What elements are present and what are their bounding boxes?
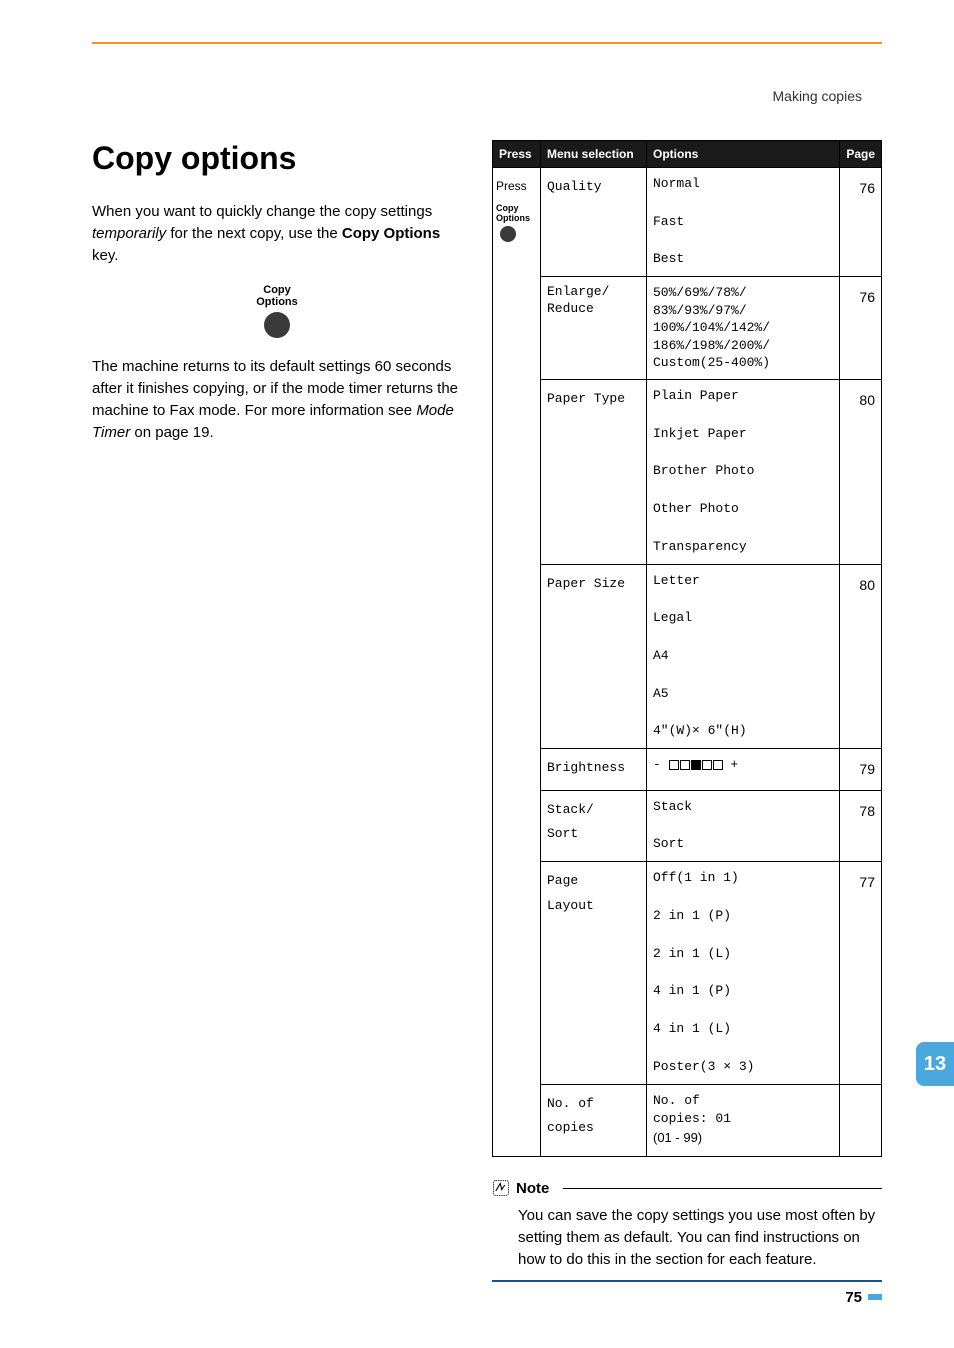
page-cell: 79 xyxy=(840,749,882,791)
intro1-text-d: Copy Options xyxy=(342,225,440,242)
options-cell: Stack Sort xyxy=(647,790,840,862)
table-row: Page LayoutOff(1 in 1) 2 in 1 (P) 2 in 1… xyxy=(493,862,882,1084)
table-row: Brightness - + 79 xyxy=(493,749,882,791)
menu-cell: Stack/ Sort xyxy=(541,790,647,862)
page-cell xyxy=(840,1084,882,1157)
options-cell: No. of copies: 01 (01 - 99) xyxy=(647,1084,840,1157)
menu-cell: Quality xyxy=(541,168,647,277)
options-mono-text: No. of copies: 01 xyxy=(653,1093,731,1127)
brightness-squares xyxy=(669,760,723,770)
page-tick xyxy=(868,1294,882,1300)
page-cell: 76 xyxy=(840,168,882,277)
content-columns: Copy options When you want to quickly ch… xyxy=(92,140,882,1282)
copy-options-key-graphic: Copy Options xyxy=(92,284,462,338)
table-body: PressCopyOptionsQualityNormal Fast Best7… xyxy=(493,168,882,1157)
page-cell: 76 xyxy=(840,277,882,380)
options-cell: 50%/69%/78%/ 83%/93%/97%/ 100%/104%/142%… xyxy=(647,277,840,380)
right-column: Press Menu selection Options Page Press C… xyxy=(492,140,882,1282)
note-header: Note xyxy=(492,1179,882,1197)
th-options: Options xyxy=(647,141,840,168)
table-header-row: Press Menu selection Options Page xyxy=(493,141,882,168)
key-label-l1: Copy xyxy=(263,284,291,296)
table-row: No. of copiesNo. of copies: 01 (01 - 99) xyxy=(493,1084,882,1157)
options-cell: Normal Fast Best xyxy=(647,168,840,277)
intro-paragraph-2: The machine returns to its default setti… xyxy=(92,356,462,443)
top-rule xyxy=(92,42,882,44)
menu-cell: Paper Type xyxy=(541,379,647,564)
intro1-text-e: key. xyxy=(92,247,118,264)
note-body: You can save the copy settings you use m… xyxy=(492,1199,882,1280)
note-header-line xyxy=(563,1188,882,1189)
note-icon xyxy=(492,1179,510,1197)
table-row: Enlarge/ Reduce50%/69%/78%/ 83%/93%/97%/… xyxy=(493,277,882,380)
key-label: Copy Options xyxy=(92,284,462,308)
intro1-text-a: When you want to quickly change the copy… xyxy=(92,203,432,220)
page-cell: 78 xyxy=(840,790,882,862)
chapter-tab: 13 xyxy=(916,1042,954,1086)
note-title: Note xyxy=(516,1180,549,1197)
options-cell: Plain Paper Inkjet Paper Brother Photo O… xyxy=(647,379,840,564)
options-table: Press Menu selection Options Page Press C… xyxy=(492,140,882,1157)
menu-cell: Paper Size xyxy=(541,564,647,749)
press-key-circle-icon xyxy=(500,226,516,242)
menu-cell: No. of copies xyxy=(541,1084,647,1157)
table-row: Paper SizeLetter Legal A4 A5 4"(W)× 6"(H… xyxy=(493,564,882,749)
intro-paragraph-1: When you want to quickly change the copy… xyxy=(92,201,462,266)
running-header: Making copies xyxy=(773,88,863,104)
key-label-l2: Options xyxy=(256,296,298,308)
menu-cell: Brightness xyxy=(541,749,647,791)
menu-cell: Enlarge/ Reduce xyxy=(541,277,647,380)
intro1-text-b: temporarily xyxy=(92,225,166,242)
page-cell: 77 xyxy=(840,862,882,1084)
options-cell: - + xyxy=(647,749,840,791)
press-label: Press xyxy=(496,175,537,198)
table-row: Stack/ SortStack Sort78 xyxy=(493,790,882,862)
intro2-text-c: on page 19. xyxy=(130,424,213,441)
page-number: 75 xyxy=(845,1289,862,1306)
left-column: Copy options When you want to quickly ch… xyxy=(92,140,462,1282)
press-cell: Press CopyOptions xyxy=(493,168,541,1157)
th-press: Press xyxy=(493,141,541,168)
options-cell: Letter Legal A4 A5 4"(W)× 6"(H) xyxy=(647,564,840,749)
th-page: Page xyxy=(840,141,882,168)
options-plain-text: (01 - 99) xyxy=(653,1130,702,1145)
intro1-text-c: for the next copy, use the xyxy=(166,225,342,242)
note-bottom-line xyxy=(492,1280,882,1282)
brightness-bar: - + xyxy=(653,757,738,772)
page-title: Copy options xyxy=(92,140,462,177)
intro2-text-a: The machine returns to its default setti… xyxy=(92,358,458,419)
table-row: Paper TypePlain Paper Inkjet Paper Broth… xyxy=(493,379,882,564)
press-key-graphic: CopyOptions xyxy=(496,204,537,242)
page-cell: 80 xyxy=(840,564,882,749)
options-cell: Off(1 in 1) 2 in 1 (P) 2 in 1 (L) 4 in 1… xyxy=(647,862,840,1084)
table-row: Press CopyOptionsQualityNormal Fast Best7… xyxy=(493,168,882,277)
th-menu: Menu selection xyxy=(541,141,647,168)
key-circle-icon xyxy=(264,312,290,338)
page-cell: 80 xyxy=(840,379,882,564)
press-key-label: CopyOptions xyxy=(496,204,537,224)
note-block: Note You can save the copy settings you … xyxy=(492,1179,882,1282)
menu-cell: Page Layout xyxy=(541,862,647,1084)
